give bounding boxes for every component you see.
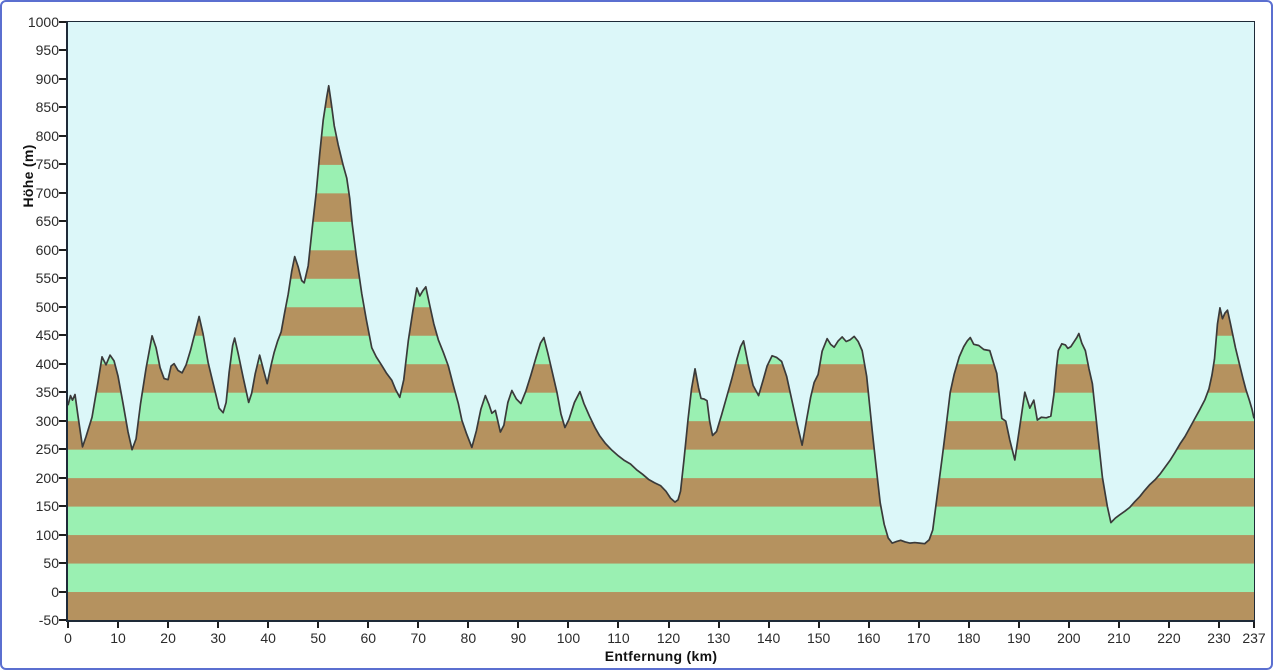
x-tick [1217, 622, 1220, 628]
x-tick [1117, 622, 1120, 628]
x-tick [217, 622, 220, 628]
x-tick [967, 622, 970, 628]
x-tick-label: 150 [806, 630, 831, 646]
y-tick [59, 476, 66, 479]
y-tick-label: 850 [35, 99, 59, 116]
y-tick-label: 50 [43, 555, 59, 572]
x-tick-label: 237 [1242, 630, 1266, 646]
x-tick [767, 622, 770, 628]
y-tick-label: 150 [35, 498, 59, 515]
x-tick-label: 170 [907, 630, 931, 646]
y-tick [59, 277, 66, 280]
y-tick [59, 21, 66, 23]
x-tick-label: 120 [656, 630, 681, 646]
y-tick-label: 100 [35, 526, 59, 543]
y-tick-label: 550 [35, 270, 59, 287]
y-tick-label: 500 [35, 298, 59, 315]
y-tick-label: 350 [35, 384, 59, 401]
x-tick [167, 622, 170, 628]
x-tick [67, 622, 69, 628]
y-tick [59, 305, 66, 308]
y-tick [59, 334, 66, 337]
y-tick-label: -50 [38, 612, 59, 628]
elevation-profile-canvas [68, 84, 1254, 620]
y-tick [59, 448, 66, 451]
x-tick-label: 50 [310, 630, 326, 646]
x-tick [817, 622, 820, 628]
x-tick [367, 622, 370, 628]
x-tick [717, 622, 720, 628]
y-tick-label: 600 [35, 241, 59, 258]
x-axis-title: Entfernung (km) [604, 648, 718, 664]
x-tick-label: 80 [460, 630, 477, 646]
y-tick [59, 106, 66, 109]
y-tick-label: 950 [35, 42, 59, 59]
x-tick [1067, 622, 1070, 628]
x-tick-label: 200 [1057, 630, 1081, 646]
x-tick [1017, 622, 1020, 628]
y-tick [59, 191, 66, 194]
x-tick-label: 130 [706, 630, 731, 646]
x-tick-label: 20 [160, 630, 176, 646]
x-tick [1167, 622, 1170, 628]
x-tick [917, 622, 920, 628]
y-axis-title: Höhe (m) [20, 144, 36, 208]
plot-area[interactable] [66, 21, 1255, 622]
y-tick-label: 0 [51, 583, 59, 600]
x-tick [667, 622, 670, 628]
x-tick [267, 622, 270, 628]
x-tick-label: 210 [1107, 630, 1131, 646]
x-tick-label: 60 [360, 630, 377, 646]
x-tick-label: 230 [1207, 630, 1231, 646]
x-tick-label: 220 [1157, 630, 1181, 646]
y-tick [59, 562, 66, 565]
x-tick-label: 10 [110, 630, 126, 646]
y-tick [59, 77, 66, 80]
y-tick-label: 650 [35, 213, 59, 230]
y-tick-label: 200 [35, 469, 59, 486]
x-tick [417, 622, 420, 628]
x-tick-label: 90 [510, 630, 527, 646]
x-tick [317, 622, 320, 628]
x-tick-label: 180 [957, 630, 981, 646]
x-tick-label: 70 [410, 630, 427, 646]
x-tick-label: 40 [260, 630, 276, 646]
y-tick-label: 250 [35, 441, 59, 458]
y-tick [59, 590, 66, 593]
y-tick [59, 533, 66, 536]
x-tick-label: 100 [556, 630, 581, 646]
x-tick-label: 110 [607, 630, 630, 646]
y-tick-label: 800 [35, 127, 59, 144]
x-tick [567, 622, 570, 628]
x-tick [617, 622, 620, 628]
x-tick [1253, 622, 1255, 628]
y-tick [59, 391, 66, 394]
y-tick [59, 419, 66, 422]
x-tick-label: 0 [64, 630, 72, 646]
y-tick-label: 700 [35, 184, 59, 201]
x-tick [517, 622, 520, 628]
x-tick [467, 622, 470, 628]
x-tick-label: 190 [1007, 630, 1031, 646]
y-tick [59, 248, 66, 251]
y-tick-label: 1000 [27, 14, 59, 30]
y-tick-label: 400 [35, 355, 59, 372]
y-tick [59, 505, 66, 508]
x-tick-label: 30 [210, 630, 226, 646]
y-tick [59, 163, 66, 166]
y-tick-label: 300 [35, 412, 59, 429]
y-tick [59, 220, 66, 223]
y-tick [59, 619, 66, 621]
x-tick [867, 622, 870, 628]
x-tick-label: 160 [856, 630, 881, 646]
y-tick-label: 900 [35, 70, 59, 87]
y-tick-label: 450 [35, 327, 59, 344]
y-tick-label: 750 [35, 156, 59, 173]
y-tick [59, 49, 66, 52]
x-tick [117, 622, 120, 628]
y-tick [59, 362, 66, 365]
y-tick [59, 134, 66, 137]
x-tick-label: 140 [756, 630, 781, 646]
